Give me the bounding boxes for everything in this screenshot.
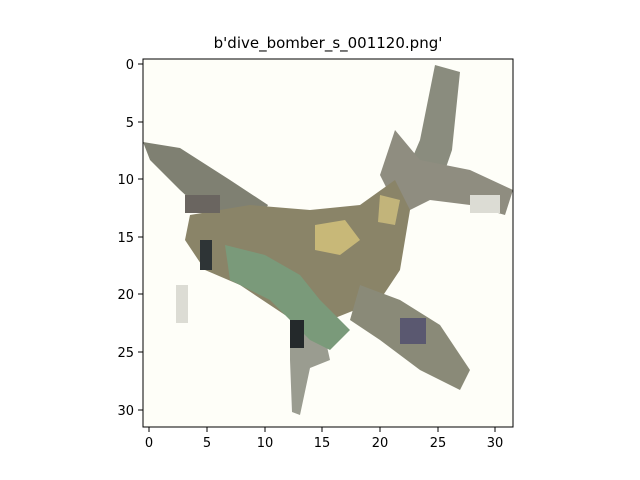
x-axis: 0 5 10 15 20 25 30 [145, 427, 503, 451]
aircraft-image [143, 65, 513, 415]
plot-frame [142, 58, 514, 428]
x-tick-label: 15 [314, 436, 331, 451]
y-tick-label: 0 [126, 58, 134, 73]
y-tick-label: 25 [117, 346, 134, 361]
fringe-1 [176, 285, 188, 323]
shadow-spot-1 [200, 240, 212, 270]
image-panel [142, 58, 514, 428]
x-tick-label: 30 [487, 436, 504, 451]
y-tick-label: 20 [117, 288, 134, 303]
y-tick-label: 5 [126, 116, 134, 131]
x-tick-label: 5 [203, 436, 211, 451]
x-tick-label: 25 [430, 436, 447, 451]
y-axis: 0 5 10 15 20 25 30 [117, 58, 143, 419]
green-belly [225, 245, 350, 350]
right-wing [380, 130, 513, 215]
y-tick-label: 10 [117, 173, 134, 188]
x-tick-label: 0 [145, 436, 153, 451]
shadow-spot-2 [290, 320, 304, 348]
shadow-spot-4 [185, 195, 220, 213]
x-tick-label: 10 [257, 436, 274, 451]
y-tick-label: 30 [117, 404, 134, 419]
figure-title: b'dive_bomber_s_001120.png' [214, 34, 443, 53]
shadow-spot-3 [400, 318, 426, 344]
fringe-2 [470, 195, 500, 213]
highlight-right [378, 195, 400, 225]
y-tick-label: 15 [117, 231, 134, 246]
highlight-upper [315, 220, 360, 255]
x-tick-label: 20 [372, 436, 389, 451]
